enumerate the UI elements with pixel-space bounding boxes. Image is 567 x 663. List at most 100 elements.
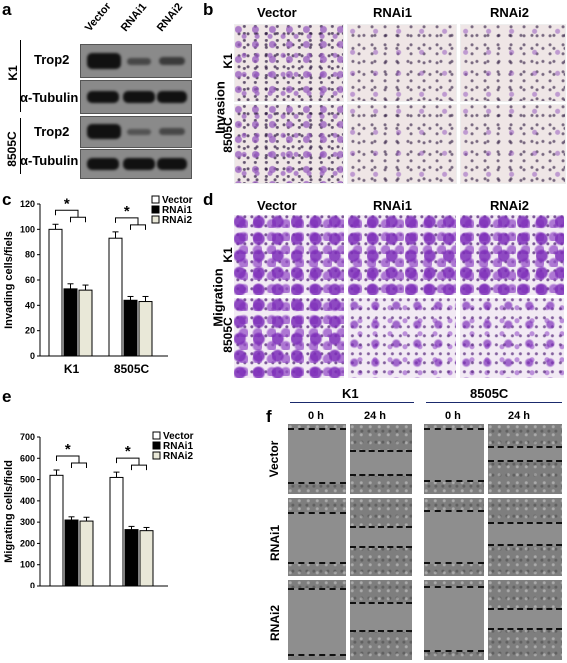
invasion-bar-8505C-Vector	[108, 237, 123, 357]
migration-ytick-label-2: 200	[20, 538, 35, 548]
invasion-image-8505c-vector	[234, 104, 344, 184]
invasion-ytick-label-3: 60	[25, 275, 35, 285]
migration-col-vector: Vector	[257, 198, 297, 213]
wound-image-8505c-0h-rnai1	[424, 498, 484, 576]
invasion-ytick-label-4: 80	[25, 250, 35, 260]
invasion-legend-label-2: RNAi2	[162, 215, 192, 226]
invasion-category-label-0: K1	[64, 362, 80, 373]
panel-label-d: d	[203, 190, 214, 209]
invasion-category-label-1: 8505C	[114, 362, 150, 373]
invasion-col-rnai1: RNAi1	[373, 5, 413, 20]
invasion-image-k1-rnai1	[347, 24, 457, 102]
migration-image-8505c-vector	[234, 298, 344, 378]
invasion-ytick-label-6: 120	[20, 199, 35, 209]
migration-legend-label-2: RNAi2	[163, 451, 193, 462]
wound-time-8505c-0h: 0 h	[445, 410, 461, 422]
migration-sig-inner-0	[71, 462, 87, 468]
invasion-image-8505c-rnai1	[347, 104, 457, 184]
wound-image-8505c-24h-rnai2	[488, 580, 562, 660]
lane-label-vector: Vector	[82, 0, 114, 35]
migration-legend-swatch-1	[152, 441, 161, 450]
migration-image-8505c-rnai1	[348, 298, 456, 378]
migration-bar-8505C-Vector	[109, 476, 124, 587]
protein-label-trop2-k1: Trop2	[34, 52, 70, 67]
invasion-sig-inner-1	[130, 224, 146, 230]
migration-bar-K1-Vector	[49, 474, 64, 587]
wound-time-k1-24h: 24 h	[364, 410, 387, 422]
8505c-bracket	[20, 118, 21, 174]
migration-bar-chart: 0 100 200 300 400 500 600 700 Migrating cells/fi…	[3, 431, 194, 588]
invasion-row-8505c: 8505C	[221, 117, 235, 153]
migration-col-rnai1: RNAi1	[373, 198, 413, 213]
8505c-group-line	[426, 402, 562, 403]
migration-row-k1: K1	[221, 247, 235, 263]
invasion-bar-8505C-RNAi2	[138, 301, 153, 357]
panel-label-c: c	[2, 190, 12, 209]
wound-image-k1-0h-vector	[288, 424, 346, 494]
wound-time-8505c-24h: 24 h	[508, 410, 531, 422]
panel-label-b: b	[203, 0, 214, 19]
migration-ylabel: Migrating cells/field	[3, 460, 15, 563]
migration-sig-inner-1	[131, 464, 147, 471]
migration-sig-outer-0	[56, 455, 80, 463]
migration-legend-swatch-2	[152, 451, 161, 460]
wound-image-8505c-24h-vector	[488, 424, 562, 494]
invasion-sig-inner-0	[70, 216, 86, 223]
wound-row-rnai1: RNAi1	[268, 525, 282, 562]
migration-sig-star-0: *	[65, 441, 71, 458]
invasion-image-k1-vector	[234, 24, 344, 102]
wound-image-8505c-24h-rnai1	[488, 498, 562, 576]
invasion-bar-8505C-RNAi1	[123, 299, 138, 357]
invasion-sig-outer-1	[115, 217, 139, 225]
invasion-bar-K1-Vector	[48, 228, 63, 357]
wound-time-k1-0h: 0 h	[308, 410, 324, 422]
invasion-ytick-label-5: 100	[20, 224, 35, 234]
invasion-sig-star-1: *	[124, 203, 130, 220]
migration-bar-K1-RNAi2	[79, 520, 94, 587]
wound-group-k1: K1	[342, 386, 359, 401]
migration-ytick-label-5: 500	[20, 475, 35, 485]
migration-image-8505c-rnai2	[460, 298, 564, 378]
migration-sig-star-1: *	[125, 443, 131, 460]
migration-image-k1-rnai1	[348, 215, 456, 295]
migration-legend-label-1: RNAi1	[163, 441, 193, 452]
migration-ytick-label-0: 0	[30, 581, 35, 588]
protein-label-tubulin-8505c: α-Tubulin	[20, 153, 79, 168]
lane-label-rnai2: RNAi2	[154, 0, 186, 34]
migration-row-8505c: 8505C	[221, 317, 235, 353]
cell-line-k1: K1	[6, 65, 20, 81]
invasion-legend-swatch-0	[151, 195, 160, 204]
migration-ytick-label-1: 100	[20, 560, 35, 570]
migration-ytick-label-3: 300	[20, 517, 35, 527]
wound-image-8505c-0h-rnai2	[424, 580, 484, 660]
migration-image-k1-vector	[234, 215, 344, 295]
invasion-ylabel: Invading cells/fiels	[3, 231, 15, 329]
lane-label-rnai1: RNAi1	[118, 0, 150, 34]
invasion-col-rnai2: RNAi2	[490, 5, 530, 20]
wound-group-8505c: 8505C	[470, 386, 509, 401]
migration-bar-K1-RNAi1	[64, 519, 79, 587]
migration-ytick-label-7: 700	[20, 432, 35, 442]
migration-bar-8505C-RNAi1	[124, 529, 139, 587]
wound-row-vector: Vector	[267, 440, 281, 478]
invasion-legend-swatch-1	[151, 205, 160, 214]
invasion-ytick-label-0: 0	[30, 351, 35, 361]
wound-image-k1-24h-rnai1	[350, 498, 412, 576]
invasion-row-k1: K1	[221, 53, 235, 69]
k1-bracket	[20, 40, 21, 112]
blot-tubulin-k1	[80, 80, 192, 114]
wound-image-k1-24h-rnai2	[350, 580, 412, 660]
invasion-legend-swatch-2	[151, 215, 160, 224]
migration-ytick-label-4: 400	[20, 496, 35, 506]
migration-ytick-label-6: 600	[20, 453, 35, 463]
invasion-bar-K1-RNAi2	[78, 289, 93, 357]
invasion-sig-outer-0	[55, 209, 79, 218]
invasion-bar-K1-RNAi1	[63, 288, 78, 357]
k1-group-line	[290, 402, 414, 403]
cell-line-8505c: 8505C	[5, 131, 19, 167]
invasion-image-8505c-rnai2	[460, 104, 566, 184]
wound-image-k1-24h-vector	[350, 424, 412, 494]
invasion-ytick-label-1: 20	[25, 326, 35, 336]
blot-tubulin-8505c	[80, 149, 192, 179]
wound-image-8505c-0h-vector	[424, 424, 484, 494]
